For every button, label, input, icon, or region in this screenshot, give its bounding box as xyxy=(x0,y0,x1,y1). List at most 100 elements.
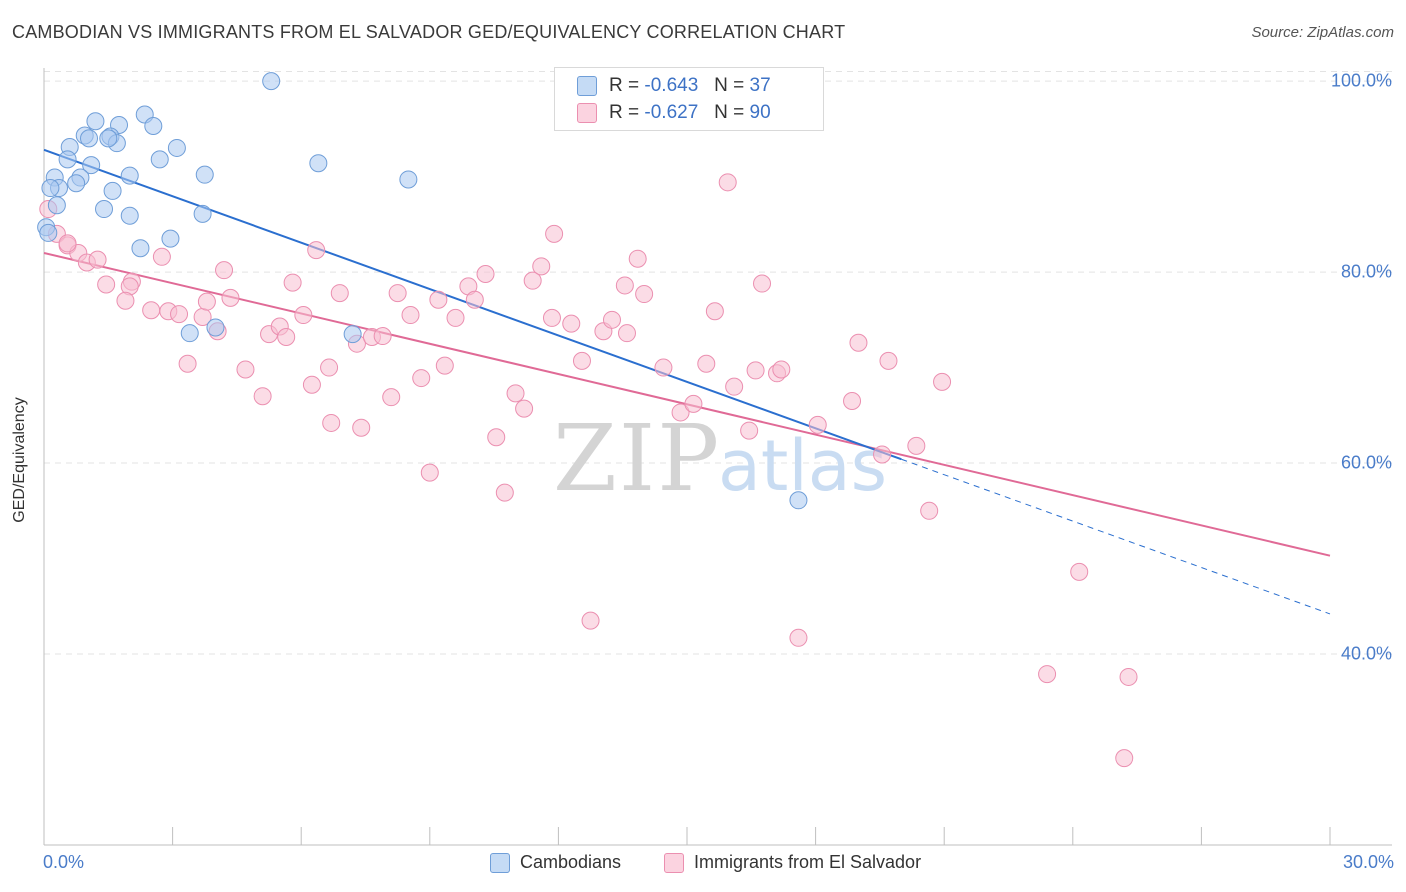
y-tick-label: 40.0% xyxy=(1340,643,1392,664)
r-value: -0.627 xyxy=(644,102,699,123)
y-tick-label: 100.0% xyxy=(1330,70,1392,91)
point-el-salvador xyxy=(879,351,898,370)
point-cambodian xyxy=(262,72,281,91)
point-cambodian xyxy=(95,200,114,219)
point-el-salvador xyxy=(907,436,926,455)
x-tick-label-max: 30.0% xyxy=(1342,852,1394,872)
point-el-salvador xyxy=(635,285,654,304)
point-el-salvador xyxy=(1115,749,1134,768)
point-el-salvador xyxy=(116,291,135,310)
watermark-zip: ZIP xyxy=(553,405,721,512)
point-el-salvador xyxy=(178,354,197,373)
point-el-salvador xyxy=(725,377,744,396)
stats-row-el-salvador: R = -0.627 N = 90 xyxy=(577,101,771,125)
point-cambodian xyxy=(343,325,362,344)
point-el-salvador xyxy=(142,301,161,320)
legend-label: Cambodians xyxy=(520,852,622,872)
point-cambodian xyxy=(144,116,163,135)
point-cambodian xyxy=(206,318,225,337)
pink-swatch xyxy=(577,103,597,123)
point-cambodian xyxy=(82,156,101,175)
point-el-salvador xyxy=(1119,667,1138,686)
point-el-salvador xyxy=(476,264,495,283)
point-cambodian xyxy=(195,165,214,184)
y-tick-label: 80.0% xyxy=(1340,261,1392,282)
x-tick-label-min: 0.0% xyxy=(43,852,85,872)
trend-line-cambodians-extension xyxy=(901,458,1331,615)
point-el-salvador xyxy=(705,302,724,321)
point-el-salvador xyxy=(420,463,439,482)
point-cambodian xyxy=(120,206,139,225)
point-el-salvador xyxy=(808,415,827,434)
point-el-salvador xyxy=(523,271,542,290)
legend-item-cambodians[interactable]: Cambodians xyxy=(490,852,621,873)
point-el-salvador xyxy=(446,308,465,327)
point-cambodian xyxy=(99,129,118,148)
point-el-salvador xyxy=(1038,665,1057,684)
source-label: Source: ZipAtlas.com xyxy=(1251,24,1394,41)
point-el-salvador xyxy=(602,310,621,329)
point-el-salvador xyxy=(542,308,561,327)
point-el-salvador xyxy=(740,421,759,440)
point-el-salvador xyxy=(88,250,107,269)
point-el-salvador xyxy=(789,628,808,647)
point-cambodian xyxy=(41,179,60,198)
r-label: R = xyxy=(609,102,640,123)
point-cambodian xyxy=(103,181,122,200)
point-el-salvador xyxy=(495,483,514,502)
y-tick-label: 60.0% xyxy=(1340,452,1392,473)
point-el-salvador xyxy=(718,173,737,192)
point-el-salvador xyxy=(382,388,401,407)
point-el-salvador xyxy=(283,273,302,292)
point-el-salvador xyxy=(373,327,392,346)
point-el-salvador xyxy=(388,284,407,303)
r-label: R = xyxy=(609,75,640,96)
point-el-salvador xyxy=(654,358,673,377)
point-el-salvador xyxy=(628,249,647,268)
point-cambodian xyxy=(150,150,169,169)
point-cambodian xyxy=(86,112,105,131)
point-el-salvador xyxy=(236,360,255,379)
point-el-salvador xyxy=(412,369,431,388)
chart-title: CAMBODIAN VS IMMIGRANTS FROM EL SALVADOR… xyxy=(12,22,846,42)
point-el-salvador xyxy=(843,391,862,410)
point-el-salvador xyxy=(320,358,339,377)
point-el-salvador xyxy=(617,324,636,343)
legend-item-el-salvador[interactable]: Immigrants from El Salvador xyxy=(664,852,921,873)
point-el-salvador xyxy=(581,611,600,630)
point-el-salvador xyxy=(294,306,313,325)
point-el-salvador xyxy=(506,384,525,403)
point-el-salvador xyxy=(465,290,484,309)
point-cambodian xyxy=(80,129,99,148)
point-el-salvador xyxy=(772,360,791,379)
point-cambodian xyxy=(120,166,139,185)
point-el-salvador xyxy=(545,224,564,243)
point-el-salvador xyxy=(352,418,371,437)
point-el-salvador xyxy=(746,361,765,380)
point-el-salvador xyxy=(307,241,326,260)
data-points xyxy=(37,72,1138,768)
point-cambodian xyxy=(789,491,808,510)
point-el-salvador xyxy=(152,247,171,266)
r-value: -0.643 xyxy=(644,75,699,96)
blue-swatch xyxy=(577,76,597,96)
pink-swatch xyxy=(664,852,684,873)
point-el-salvador xyxy=(572,351,591,370)
point-cambodian xyxy=(161,229,180,248)
point-el-salvador xyxy=(401,306,420,325)
point-el-salvador xyxy=(684,394,703,413)
point-el-salvador xyxy=(562,314,581,333)
point-el-salvador xyxy=(330,284,349,303)
legend-label: Immigrants from El Salvador xyxy=(694,852,922,872)
point-el-salvador xyxy=(753,274,772,293)
point-el-salvador xyxy=(215,261,234,280)
axes xyxy=(43,68,1392,846)
n-label: N = xyxy=(714,75,745,96)
point-cambodian xyxy=(39,223,58,242)
point-el-salvador xyxy=(1070,562,1089,581)
point-el-salvador xyxy=(97,275,116,294)
point-el-salvador xyxy=(170,305,189,324)
n-value: 90 xyxy=(749,102,771,123)
